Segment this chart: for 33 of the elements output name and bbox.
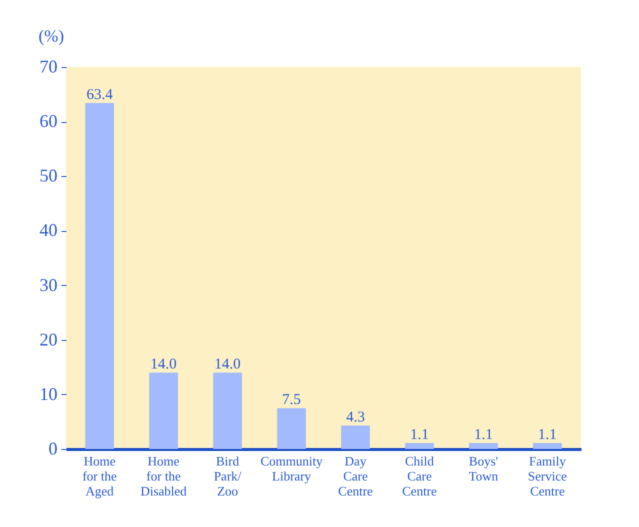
bar bbox=[533, 442, 562, 449]
data-label: 4.3 bbox=[346, 410, 365, 426]
y-tick-label: 10 bbox=[40, 384, 58, 404]
x-tick-label: Family Service Centre bbox=[528, 454, 568, 498]
bar bbox=[469, 442, 498, 449]
x-tick-label: Community Library bbox=[260, 454, 324, 484]
y-tick-label: 60 bbox=[40, 111, 58, 132]
bar bbox=[341, 426, 370, 449]
data-label: 1.1 bbox=[474, 426, 493, 443]
y-tick-label: 0 bbox=[48, 438, 58, 458]
data-label: 14.0 bbox=[214, 356, 241, 373]
bar bbox=[85, 103, 114, 449]
data-label: 7.5 bbox=[282, 392, 301, 408]
y-tick-label: 30 bbox=[40, 274, 58, 295]
bar bbox=[277, 408, 306, 449]
x-tick-label: Home for the Aged bbox=[82, 454, 117, 498]
bar bbox=[149, 372, 178, 449]
x-tick-label: Boys' Town bbox=[468, 454, 499, 484]
x-tick-label: Child Care Centre bbox=[402, 454, 438, 498]
y-tick-label: 20 bbox=[40, 329, 58, 350]
y-tick-label: 40 bbox=[40, 220, 58, 240]
data-label: 63.4 bbox=[86, 87, 114, 104]
bar bbox=[405, 442, 434, 449]
bar bbox=[213, 372, 242, 449]
y-tick-label: 70 bbox=[40, 56, 58, 76]
y-axis-title: (%) bbox=[38, 26, 64, 46]
data-label: 1.1 bbox=[538, 426, 557, 443]
y-tick-label: 50 bbox=[40, 166, 58, 186]
x-tick-label: Day Care Centre bbox=[338, 454, 374, 498]
data-label: 14.0 bbox=[150, 356, 177, 373]
x-tick-label: Home for the Disabled bbox=[140, 454, 188, 498]
x-tick-label: Bird Park/ Zoo bbox=[214, 454, 242, 498]
data-label: 1.1 bbox=[410, 426, 429, 443]
